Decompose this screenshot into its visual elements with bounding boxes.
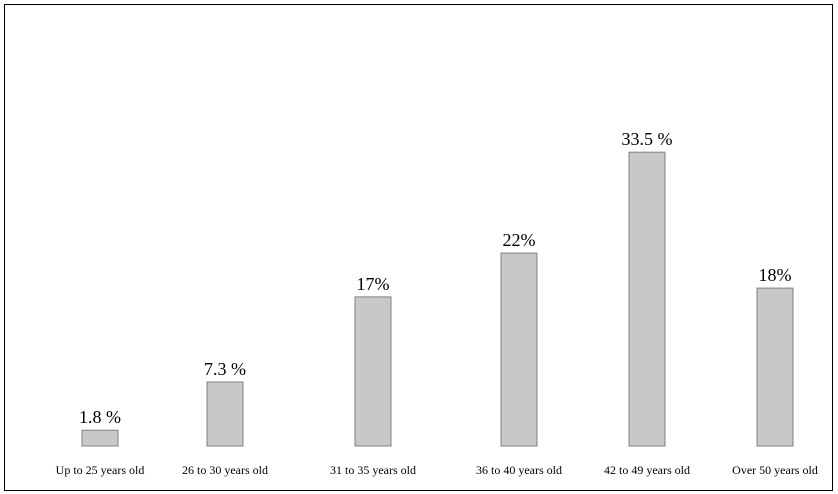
bar-value-label-1: 1.8 % [79,407,121,427]
category-label-1: Up to 25 years old [56,463,145,477]
category-label-6: Over 50 years old [732,463,818,477]
bar-value-label-2: 7.3 % [204,359,246,379]
bar-6 [756,287,794,447]
category-label-4: 36 to 40 years old [476,463,562,477]
bar-value-label-6: 18% [759,265,792,285]
chart-frame [4,4,833,491]
category-label-5: 42 to 49 years old [604,463,690,477]
bar-value-label-3: 17% [357,274,390,294]
bar-3 [354,296,392,447]
bar-value-label-4: 22% [503,230,536,250]
category-label-3: 31 to 35 years old [330,463,416,477]
bar-value-label-5: 33.5 % [622,129,673,149]
bar-1 [81,429,119,447]
bar-5 [628,151,666,447]
bar-4 [500,252,538,447]
bar-2 [206,381,244,447]
category-label-2: 26 to 30 years old [182,463,268,477]
